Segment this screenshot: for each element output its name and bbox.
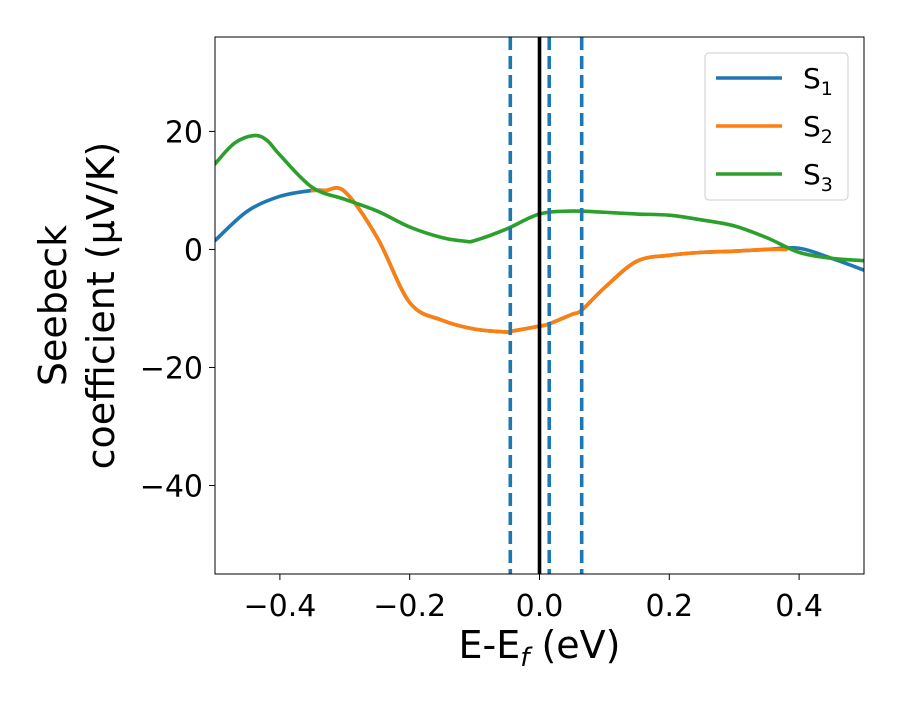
legend-label-s2: S2 [803,110,833,148]
x-tick-label: 0.2 [645,589,693,624]
x-tick-label: 0.4 [775,589,823,624]
legend-label-s1: S1 [803,62,833,100]
y-axis-title: Seebeck coefficient (μV/K) [31,142,123,470]
y-axis-title-line2: coefficient (μV/K) [79,142,123,470]
y-axis-title-line1: Seebeck [31,225,75,386]
y-tick-label: −20 [140,351,203,386]
series-line-s2 [310,186,788,335]
y-tick-label: 0 [184,233,203,268]
x-tick-label: −0.2 [373,589,446,624]
legend: S1 S2 S3 [704,52,849,201]
series-line-s3 [215,133,864,263]
x-axis-title-main: E-E [459,623,521,667]
axes-ticks: −0.4 −0.2 0.0 0.2 0.4 20 0 −20 −40 [140,115,823,624]
plot-content [215,37,864,574]
y-tick-label: −40 [140,469,203,504]
x-axis-title-suffix: (eV) [529,623,620,667]
y-tick-label: 20 [165,115,203,150]
legend-label-s3: S3 [803,158,833,196]
x-tick-label: 0.0 [516,589,564,624]
x-axis-title: E-Ef (eV) [459,623,621,673]
plot-area [215,37,864,574]
x-tick-label: −0.4 [243,589,316,624]
